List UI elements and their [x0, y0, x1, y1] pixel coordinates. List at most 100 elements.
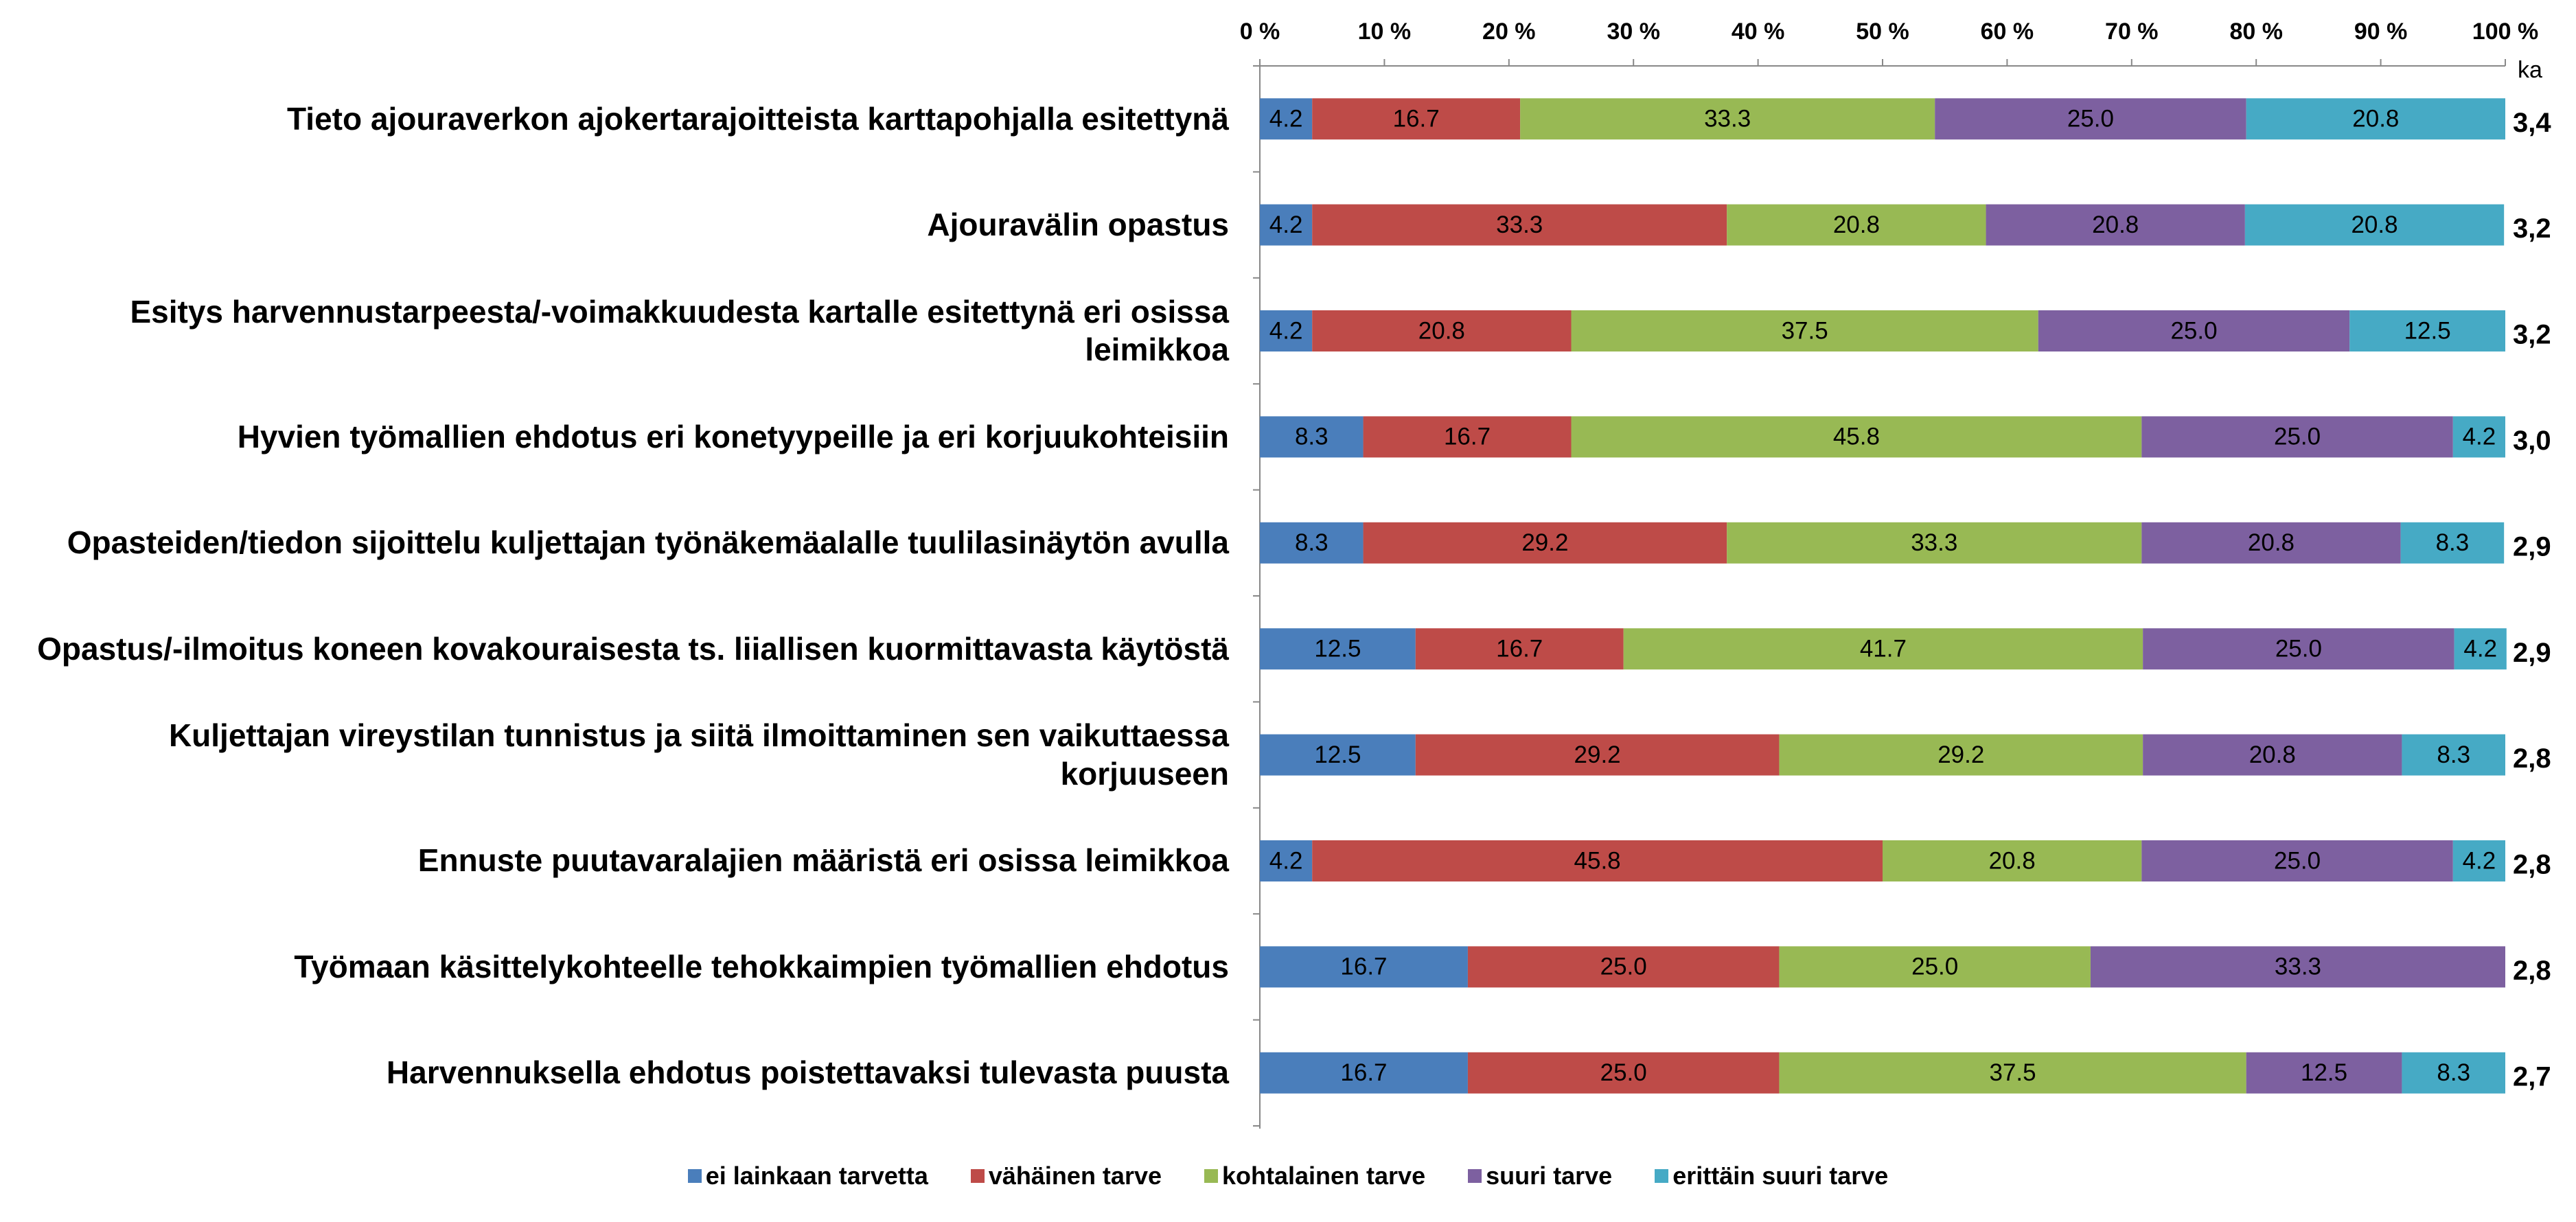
bar-segment [2141, 416, 2453, 458]
bar-segment [1312, 98, 1521, 140]
legend-item: ei lainkaan tarvetta [687, 1162, 928, 1190]
bar-segment [2452, 416, 2505, 458]
category-label: Tieto ajouraverkon ajokertarajoitteista … [287, 100, 1229, 137]
data-label: 16.7 [1444, 424, 1491, 450]
data-label: 20.8 [2248, 529, 2295, 556]
ka-value: 2,8 [2513, 956, 2551, 986]
ka-value: 3,4 [2513, 108, 2551, 138]
bar-segment [1623, 628, 2143, 670]
data-label: 20.8 [1989, 847, 2036, 874]
data-label: 4.2 [1269, 105, 1303, 132]
bar-segment [1363, 416, 1572, 458]
ka-value: 2,9 [2513, 531, 2551, 562]
data-label: 33.3 [2275, 954, 2321, 980]
data-label: 25.0 [2275, 635, 2322, 662]
x-tick-label: 100 % [2472, 19, 2538, 45]
data-label: 16.7 [1496, 635, 1543, 662]
legend-swatch [1655, 1169, 1669, 1183]
data-label: 8.3 [1295, 529, 1329, 556]
data-label: 25.0 [2274, 424, 2321, 450]
ka-value: 3,2 [2513, 214, 2551, 244]
bar-segment [2400, 522, 2505, 564]
bar-segment [1312, 204, 1727, 246]
bar-segment [1415, 734, 1780, 776]
data-label: 20.8 [2249, 741, 2296, 768]
legend-swatch [970, 1169, 985, 1183]
data-label: 29.2 [1937, 741, 1984, 768]
data-label: 8.3 [2437, 741, 2470, 768]
bar-segment [1467, 946, 1780, 988]
legend-item: vähäinen tarve [970, 1162, 1162, 1190]
bar-segment [2454, 628, 2507, 670]
x-tick-label: 80 % [2229, 19, 2283, 45]
data-label: 25.0 [1911, 954, 1958, 980]
ka-value: 2,8 [2513, 850, 2551, 880]
data-label: 33.3 [1911, 529, 1957, 556]
category-label: Ajouravälin opastus [927, 206, 1229, 242]
bar-segment [1260, 628, 1416, 670]
data-label: 4.2 [2463, 847, 2496, 874]
data-label: 20.8 [2351, 211, 2397, 238]
bar-segment [1312, 310, 1572, 351]
data-label: 4.2 [2463, 424, 2496, 450]
bar-segment [1260, 522, 1364, 564]
category-label: Opastus/-ilmoitus koneen kovakouraisesta… [37, 630, 1229, 667]
category-label: Työmaan käsittelykohteelle tehokkaimpien… [294, 948, 1229, 984]
bar-segment [1260, 840, 1313, 881]
x-tick-label: 20 % [1482, 19, 1536, 45]
bar-segment [2244, 204, 2505, 246]
data-label: 33.3 [1496, 211, 1543, 238]
bar-segment [1467, 1052, 1780, 1094]
data-label: 45.8 [1574, 847, 1621, 874]
x-tick-label: 70 % [2105, 19, 2159, 45]
data-label: 37.5 [1782, 317, 1828, 344]
legend-label: suuri tarve [1486, 1162, 1613, 1190]
bar-segment [1571, 416, 2142, 458]
bar-segment [1260, 416, 1364, 458]
bar-segment [1779, 946, 2091, 988]
bar-segment [2349, 310, 2505, 351]
data-label: 16.7 [1340, 1059, 1387, 1086]
ka-header: ka [2518, 57, 2542, 83]
data-label: 33.3 [1704, 105, 1751, 132]
data-label: 20.8 [2352, 105, 2399, 132]
category-label: Opasteiden/tiedon sijoittelu kuljettajan… [67, 524, 1229, 561]
x-tick-label: 10 % [1358, 19, 1412, 45]
bar-segment [1883, 840, 2142, 881]
data-label: 16.7 [1393, 105, 1440, 132]
data-label: 4.2 [1269, 847, 1303, 874]
legend-swatch [1468, 1169, 1482, 1183]
data-label: 20.8 [1833, 211, 1880, 238]
bar-segment [1260, 204, 1313, 246]
legend-label: vähäinen tarve [988, 1162, 1162, 1190]
category-label: Ennuste puutavaralajien määristä eri osi… [417, 842, 1229, 879]
data-label: 29.2 [1521, 529, 1568, 556]
bar-segment [1260, 946, 1468, 988]
bar-segment [1260, 734, 1416, 776]
bar-segment [1727, 522, 2142, 564]
data-label: 25.0 [2067, 105, 2114, 132]
bar-segment [1415, 628, 1624, 670]
bar-segment [1779, 1052, 2246, 1094]
bar-segment [2141, 522, 2401, 564]
bar-segment [1260, 310, 1313, 351]
legend-item: kohtalainen tarve [1204, 1162, 1425, 1190]
bar-segment [2402, 1052, 2505, 1094]
bar-segment [2090, 946, 2505, 988]
data-label: 4.2 [1269, 317, 1303, 344]
bar-segment [2246, 1052, 2402, 1094]
bar-segment [1520, 98, 1935, 140]
legend-item: suuri tarve [1468, 1162, 1612, 1190]
legend-label: erittäin suuri tarve [1672, 1162, 1889, 1190]
category-label: Kuljettajan vireystilan tunnistus ja sii… [168, 717, 1229, 792]
bar-segment [2143, 734, 2402, 776]
data-label: 4.2 [1269, 211, 1303, 238]
data-label: 16.7 [1340, 954, 1387, 980]
bar-segment [1727, 204, 1986, 246]
ka-value: 3,0 [2513, 426, 2551, 456]
data-label: 12.5 [2404, 317, 2451, 344]
bar-segment [1260, 1052, 1468, 1094]
data-label: 25.0 [2274, 847, 2321, 874]
